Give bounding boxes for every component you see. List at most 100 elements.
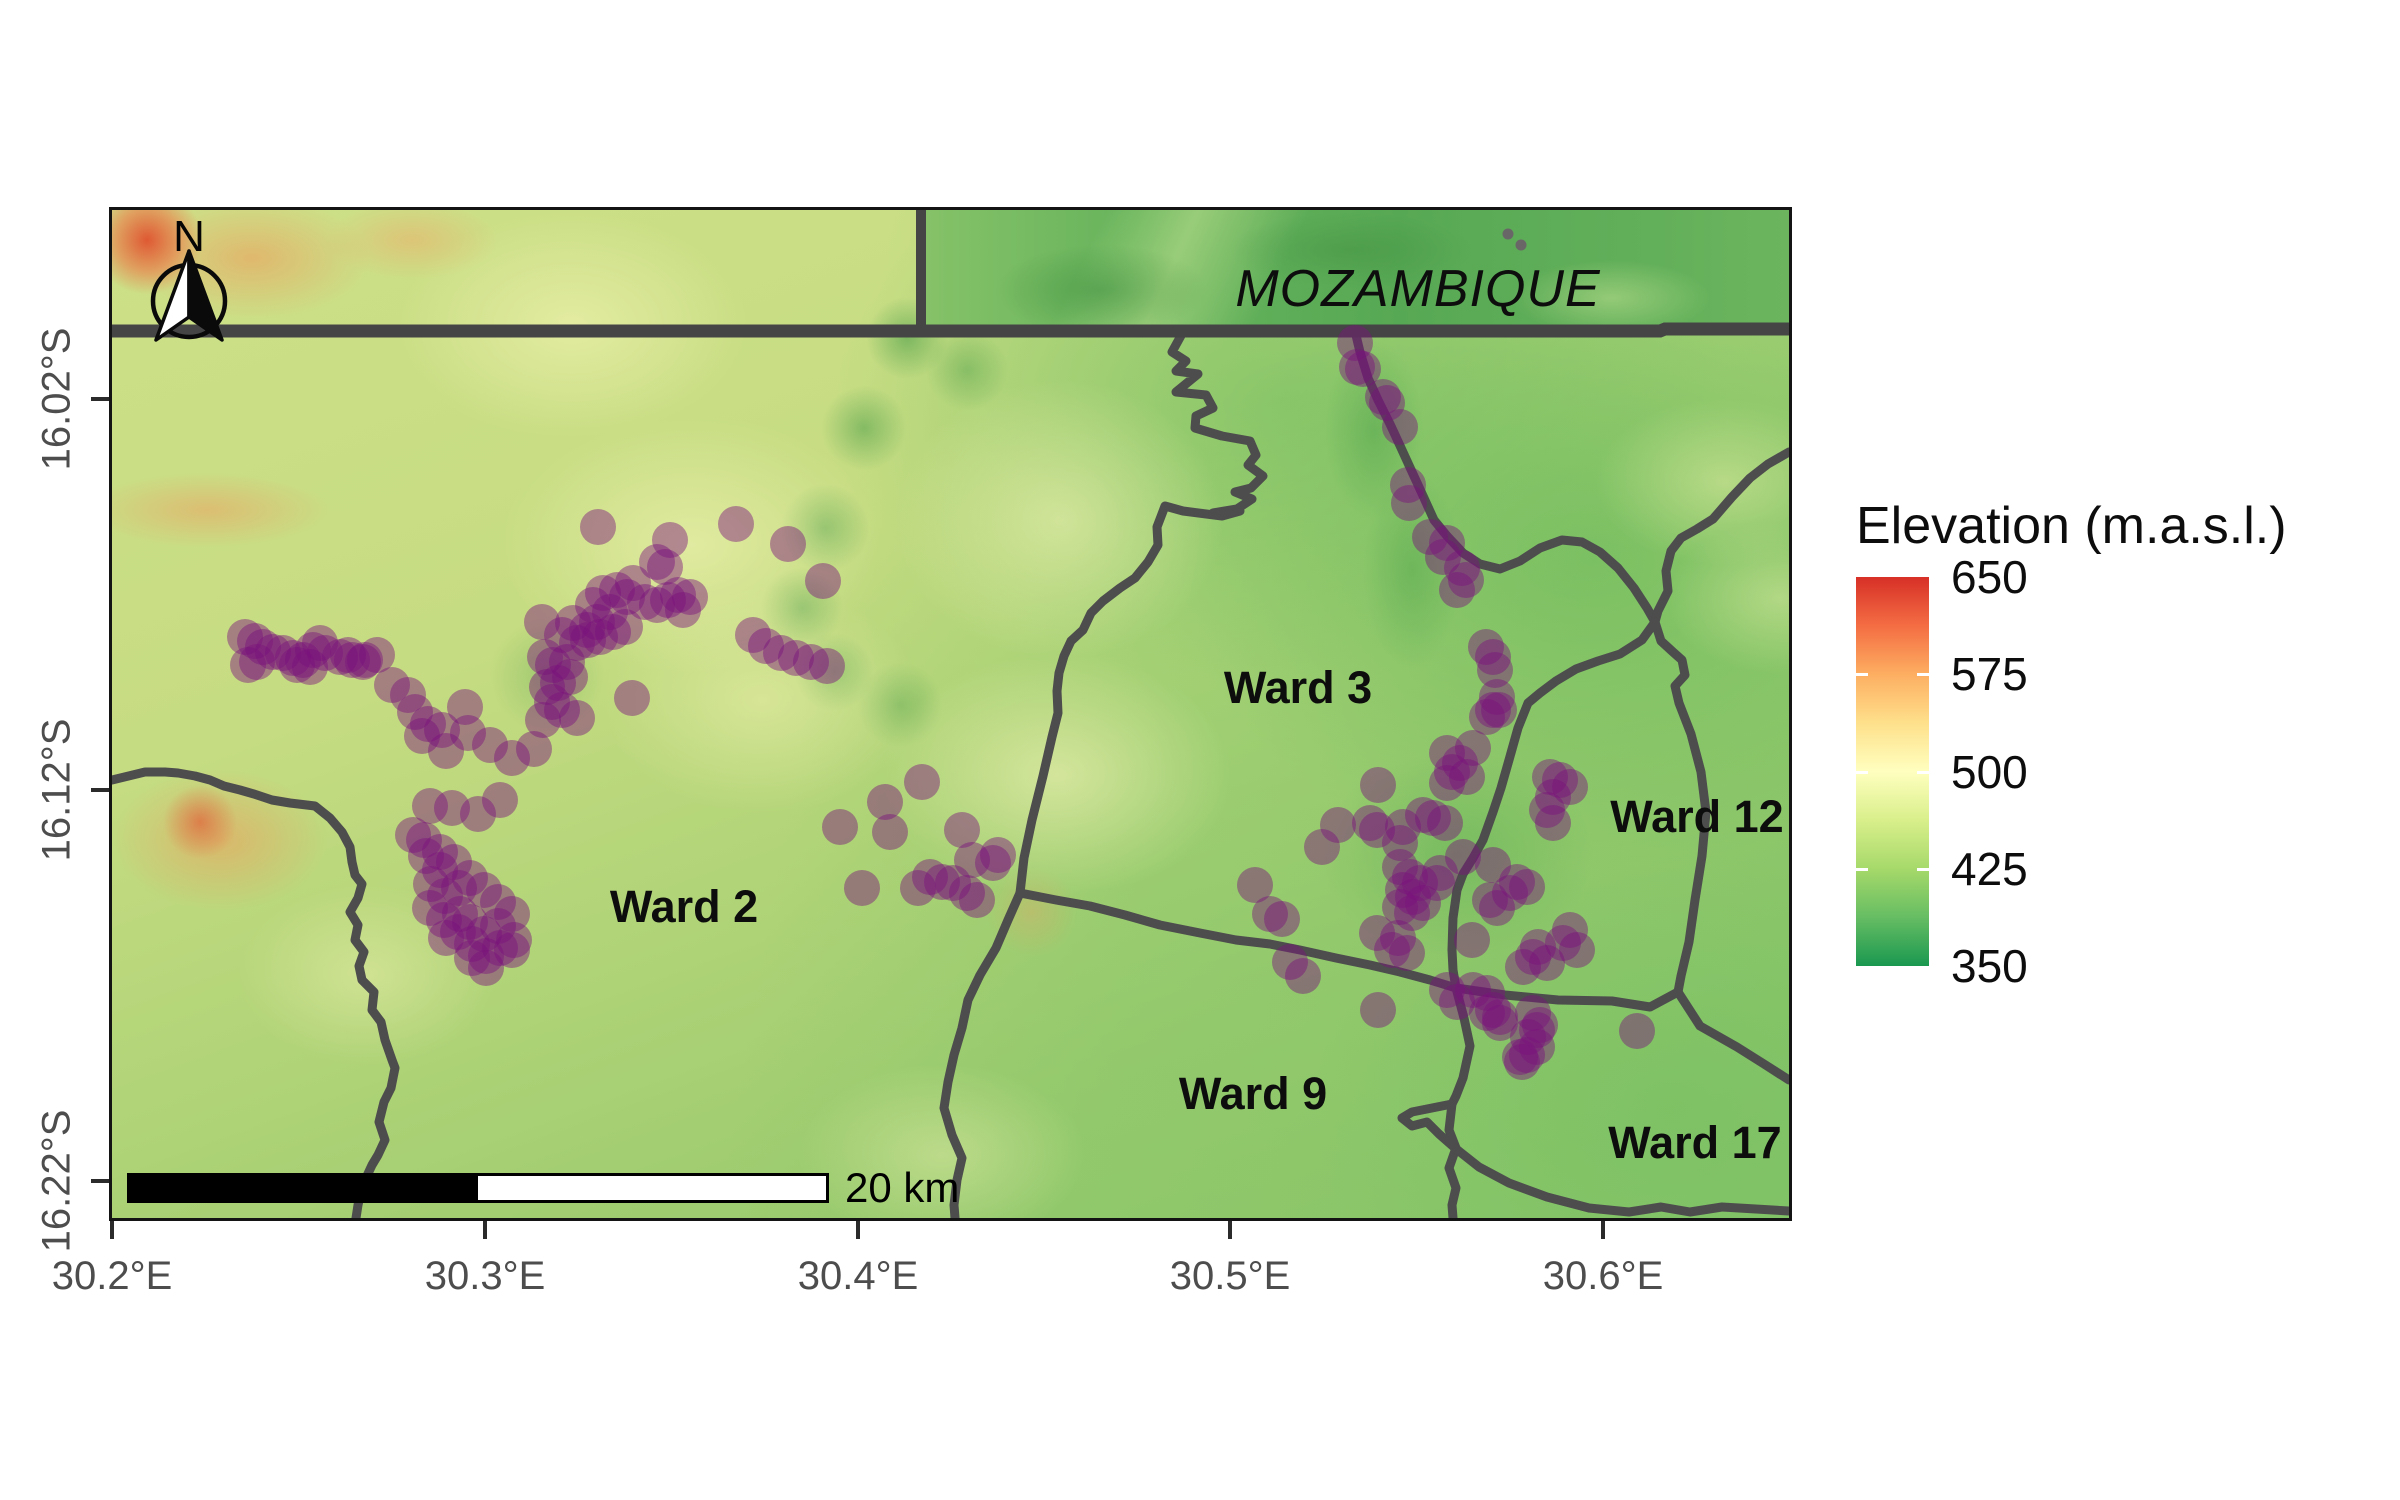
survey-point [1504,1044,1540,1080]
survey-point [1445,839,1481,875]
survey-point [585,575,621,611]
survey-point [652,522,688,558]
survey-point [292,649,328,685]
survey-point [1479,679,1515,715]
survey-point [540,665,576,701]
survey-point [434,790,470,826]
survey-point [1359,915,1395,951]
map-overlay-svg [112,210,1789,1218]
survey-point [1382,409,1418,445]
survey-point [975,845,1011,881]
survey-point [1469,975,1505,1011]
survey-point [440,914,476,950]
survey-point [454,926,490,962]
survey-point [1339,349,1375,385]
survey-point [1499,864,1535,900]
survey-point [480,908,516,944]
ward-label: Ward 2 [609,881,759,932]
survey-point [1475,639,1511,675]
x-axis-label: 30.3°E [424,1254,546,1298]
survey-point [639,587,675,623]
survey-point [1529,792,1565,828]
survey-point [1619,1013,1655,1049]
survey-point [302,625,338,661]
y-axis-tick [91,1179,109,1183]
survey-point [544,617,580,653]
survey-point [639,544,675,580]
survey-point [912,859,948,895]
survey-point [1429,765,1465,801]
survey-point [1481,692,1517,728]
survey-point [1519,1029,1555,1065]
survey-point [408,838,444,874]
survey-point [1455,730,1491,766]
survey-point [279,647,315,683]
survey-point [1425,539,1461,575]
survey-point [1479,890,1515,926]
survey-point [447,689,483,725]
survey-point [1285,958,1321,994]
legend-colorbar [1856,577,1929,966]
survey-point [1475,847,1511,883]
survey-point [1552,912,1588,948]
survey-point [412,788,448,824]
survey-point [390,677,426,713]
survey-point [412,890,448,926]
survey-point [1391,485,1427,521]
survey-point [1449,759,1485,795]
survey-point [1337,325,1373,361]
survey-point [1429,735,1465,771]
survey-point [1542,762,1578,798]
survey-point [428,920,464,956]
survey-point [1442,745,1478,781]
survey-point [1304,829,1340,865]
legend-tick-notch [1917,673,1929,677]
survey-point [468,938,504,974]
survey-point [1552,769,1588,805]
survey-point [555,605,591,641]
survey-point [1374,932,1410,968]
x-axis-tick [110,1221,114,1239]
survey-point [1382,825,1418,861]
survey-point [1429,972,1465,1008]
survey-point [1252,896,1288,932]
survey-point [763,635,799,671]
survey-point [544,692,580,728]
survey-point [466,916,502,952]
survey-point [1385,809,1421,845]
survey-point [295,632,331,668]
survey-point [1469,995,1505,1031]
survey-point [949,875,985,911]
ward-label: Ward 12 [1610,791,1784,842]
survey-point [954,842,990,878]
survey-point [466,872,502,908]
legend-title: Elevation (m.a.s.l.) [1856,497,2287,555]
survey-point [579,604,615,640]
survey-point [255,634,291,670]
survey-point [718,506,754,542]
boundary-west-ward2 [112,767,400,1218]
survey-point [1477,652,1513,688]
survey-point [1392,859,1428,895]
survey-point [1419,865,1455,901]
survey-point [374,667,410,703]
y-axis-label: 16.22°S [34,1109,79,1253]
survey-point [904,764,940,800]
survey-point-small [1502,228,1514,240]
survey-point [496,922,532,958]
x-axis-tick [856,1221,860,1239]
survey-point [1385,872,1421,908]
survey-point [844,870,880,906]
y-axis-tick [91,788,109,792]
survey-point [1475,992,1511,1028]
survey-point [527,639,563,675]
survey-point [665,592,701,628]
x-axis-label: 30.5°E [1169,1254,1291,1298]
survey-point [494,932,530,968]
boundary-river-ward3-east [1350,326,1660,627]
survey-point [809,648,845,684]
survey-point [595,614,631,650]
survey-point [227,619,263,655]
survey-point [426,902,462,938]
